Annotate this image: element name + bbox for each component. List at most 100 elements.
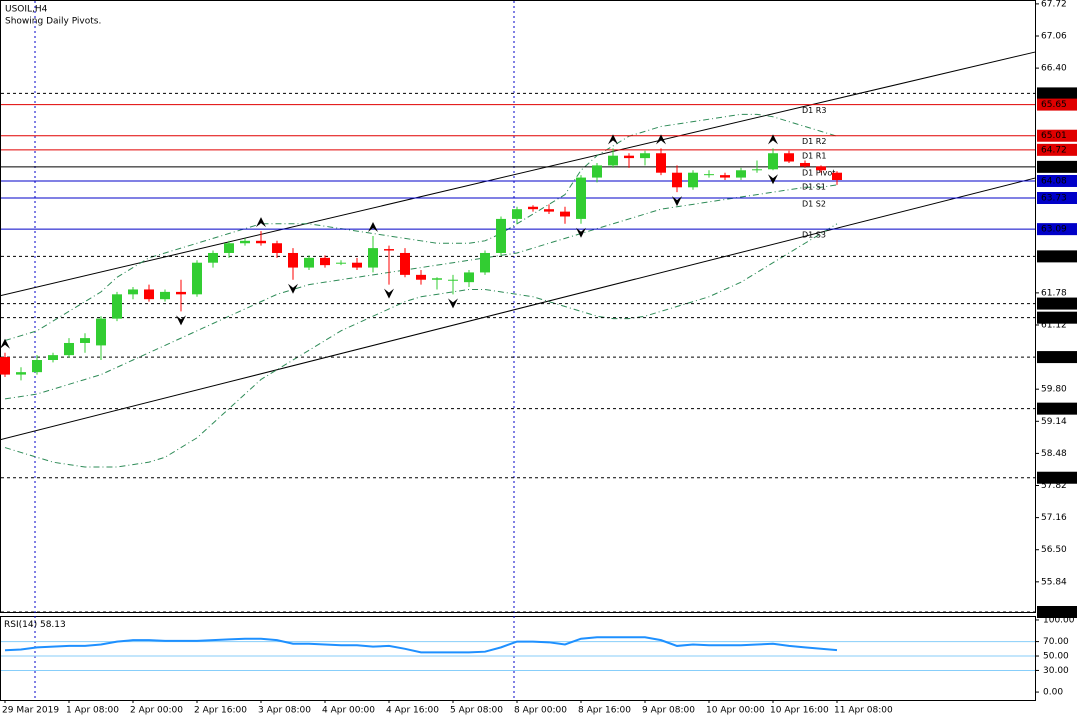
fractal-up [656, 134, 666, 145]
x-tick-label: 2 Apr 00:00 [130, 706, 183, 716]
fractal-down [576, 227, 586, 238]
y-tick-label: 59.14 [1041, 417, 1067, 427]
price-box [1037, 160, 1077, 173]
rsi-tick-label: 0.00 [1043, 688, 1063, 698]
candle-body [480, 252, 490, 273]
pivot-name: D1 R2 [802, 137, 826, 146]
candle-body [320, 257, 330, 266]
candle-body [144, 289, 154, 300]
candle-body [688, 172, 698, 188]
fractal-down [768, 174, 778, 185]
price-box-label: 55.22 [1041, 608, 1067, 618]
candle-body [816, 166, 826, 171]
candle-body [576, 177, 586, 219]
price-box [1037, 87, 1077, 100]
price-box [1037, 402, 1077, 415]
candle-body [784, 153, 794, 162]
candle-body [208, 252, 218, 263]
candle-body [288, 252, 298, 268]
pivot-name: D1 S2 [802, 200, 826, 209]
y-tick-label: 56.50 [1041, 545, 1067, 555]
fractal-up [256, 217, 266, 228]
fractal-down [176, 315, 186, 326]
candle-body [720, 175, 730, 178]
channel-line [0, 51, 1036, 297]
candle-body [112, 294, 122, 319]
x-tick-label: 9 Apr 08:00 [642, 706, 695, 716]
pivot-name: D1 Pivot [802, 168, 835, 177]
candle-body [768, 153, 778, 170]
price-box [1037, 471, 1077, 484]
y-tick-label: 67.06 [1041, 32, 1067, 42]
candle-body [400, 252, 410, 275]
candle-body [496, 218, 506, 253]
price-box-label: 65.88 [1041, 89, 1067, 99]
x-tick-label: 11 Apr 08:00 [834, 706, 893, 716]
rsi-label: RSI(14) 58.13 [4, 620, 66, 630]
y-tick-label: 59.80 [1041, 385, 1067, 395]
rsi-tick-label: 50.00 [1043, 652, 1069, 662]
candle-body [544, 209, 554, 212]
rsi-last-value: 58.13 [40, 620, 66, 630]
candle-body [592, 165, 602, 178]
candle-body [640, 153, 650, 159]
candle-body [336, 262, 346, 264]
price-box-label: 61.27 [1041, 313, 1067, 323]
rsi-name: RSI(14) [4, 620, 37, 630]
candle-body [224, 243, 234, 253]
pivot-name: D1 S1 [802, 182, 826, 191]
price-box [1037, 311, 1077, 324]
fractal-up [368, 221, 378, 232]
candle-body [656, 153, 666, 173]
price-box [1037, 351, 1077, 364]
price-box [1037, 143, 1077, 156]
pivot-name: D1 S3 [802, 231, 826, 240]
x-tick-label: 10 Apr 16:00 [770, 706, 829, 716]
y-tick-label: 57.16 [1041, 513, 1067, 523]
band-line [4, 184, 838, 400]
price-box-label: 65.01 [1041, 131, 1067, 141]
band-line [4, 113, 838, 342]
band-line [4, 223, 838, 468]
candle-body [304, 257, 314, 268]
candle-body [736, 170, 746, 178]
x-tick-label: 1 Apr 08:00 [66, 706, 119, 716]
price-box-label: 64.08 [1041, 176, 1067, 186]
candle-body [128, 289, 138, 295]
candle-body [32, 360, 42, 373]
fractal-down [448, 298, 458, 309]
y-tick-label: 55.84 [1041, 577, 1067, 587]
fractal-down [384, 288, 394, 299]
x-tick-label: 2 Apr 16:00 [194, 706, 247, 716]
price-box-label: 65.65 [1041, 100, 1067, 110]
x-tick-label: 5 Apr 08:00 [450, 706, 503, 716]
price-box [1037, 98, 1077, 111]
channel-line [0, 177, 1036, 441]
rsi-tick-label: 100.00 [1043, 615, 1075, 625]
candle-body [832, 172, 842, 180]
x-tick-label: 3 Apr 08:00 [258, 706, 311, 716]
candle-body [368, 248, 378, 268]
candle-body [464, 272, 474, 283]
rsi-frame [0, 616, 1036, 701]
candle-body [704, 174, 714, 176]
y-tick-label: 61.78 [1041, 288, 1067, 298]
price-box-label: 64.72 [1041, 145, 1067, 155]
pivot-name: D1 R1 [802, 151, 826, 160]
pivot-name: D1 R3 [802, 106, 826, 115]
x-tick-label: 8 Apr 16:00 [578, 706, 631, 716]
y-tick-label: 61.12 [1041, 320, 1067, 330]
candle-body [272, 243, 282, 253]
candle-body [64, 342, 74, 356]
price-box-label: 59.40 [1041, 404, 1067, 414]
candle-body [800, 162, 810, 167]
price-box [1037, 174, 1077, 187]
candle-body [512, 209, 522, 219]
fractal-down [288, 283, 298, 294]
fractal-down [672, 196, 682, 207]
fractal-up [768, 134, 778, 145]
y-tick-label: 67.72 [1041, 0, 1067, 9]
x-tick-label: 10 Apr 00:00 [706, 706, 765, 716]
